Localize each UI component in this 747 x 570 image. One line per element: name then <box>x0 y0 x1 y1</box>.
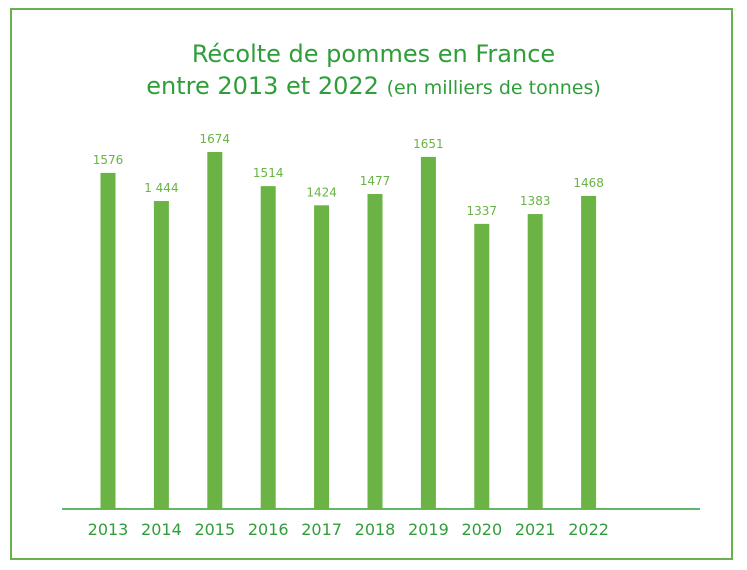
data-label-2018: 1477 <box>360 174 391 188</box>
chart-frame <box>10 8 733 560</box>
chart-title-unit: (en milliers de tonnes) <box>386 77 601 99</box>
chart-title-line2: entre 2013 et 2022 (en milliers de tonne… <box>0 70 747 104</box>
bar-2015 <box>207 152 223 509</box>
x-tick-2021: 2021 <box>515 520 556 539</box>
x-tick-2013: 2013 <box>88 520 129 539</box>
chart-title-line1: Récolte de pommes en France <box>191 40 556 68</box>
bar-2021 <box>527 214 543 509</box>
bar-2013 <box>100 172 116 509</box>
bar-2016 <box>260 186 276 509</box>
data-label-2021: 1383 <box>520 194 551 208</box>
x-tick-2022: 2022 <box>568 520 609 539</box>
chart-title: Récolte de pommes en France entre 2013 e… <box>0 38 747 104</box>
x-tick-2015: 2015 <box>194 520 235 539</box>
data-label-2022: 1468 <box>573 176 604 190</box>
x-tick-2017: 2017 <box>301 520 342 539</box>
x-tick-2020: 2020 <box>461 520 502 539</box>
data-label-2014: 1 444 <box>144 181 178 195</box>
bar-2014 <box>153 201 169 510</box>
data-label-2016: 1514 <box>253 166 284 180</box>
x-tick-2016: 2016 <box>248 520 289 539</box>
chart-title-line2-main: entre 2013 et 2022 <box>146 72 379 100</box>
data-label-2015: 1674 <box>200 132 231 146</box>
data-label-2017: 1424 <box>306 185 337 199</box>
data-label-2013: 1576 <box>93 153 124 167</box>
bar-2022 <box>581 195 597 510</box>
x-tick-2014: 2014 <box>141 520 182 539</box>
data-label-2019: 1651 <box>413 137 444 151</box>
bar-2017 <box>314 205 330 509</box>
x-tick-2019: 2019 <box>408 520 449 539</box>
data-label-2020: 1337 <box>467 204 498 218</box>
x-tick-2018: 2018 <box>355 520 396 539</box>
bar-2018 <box>367 194 383 509</box>
bar-2019 <box>420 156 436 509</box>
bar-2020 <box>474 223 490 509</box>
